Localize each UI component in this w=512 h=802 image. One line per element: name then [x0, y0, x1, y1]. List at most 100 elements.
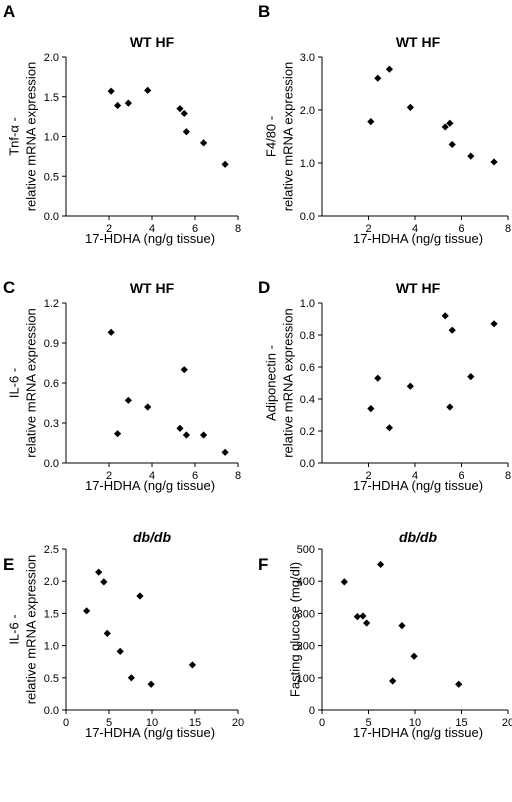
- data-point: [441, 123, 449, 131]
- x-tick-label: 15: [455, 717, 467, 729]
- x-tick-label: 8: [505, 223, 511, 235]
- data-point: [144, 403, 152, 411]
- y-tick-label: 1.0: [300, 298, 315, 310]
- panel-d: D WT HF 0.0 0.2 0.4 0.6 0.8 1.0 2 4 6 8 17-HDHA (ng/…: [258, 278, 511, 493]
- data-point: [136, 592, 144, 600]
- y-axis-label: relative mRNA expression: [23, 308, 38, 458]
- y-axis-label: relative mRNA expression: [280, 308, 295, 458]
- x-tick-label: 5: [106, 717, 112, 729]
- y-tick-label: 500: [297, 544, 315, 556]
- x-tick-label: 5: [365, 717, 371, 729]
- x-tick-label: 2: [106, 470, 112, 482]
- y-axis-label: Adiponectin -: [263, 345, 278, 421]
- data-point: [114, 430, 122, 438]
- data-point: [448, 140, 456, 149]
- data-point: [124, 396, 132, 404]
- data-point: [398, 622, 406, 630]
- x-tick-label: 6: [192, 223, 198, 235]
- data-point: [182, 431, 190, 439]
- data-point: [363, 619, 371, 627]
- data-point: [374, 74, 382, 82]
- y-tick-label: 100: [297, 673, 315, 685]
- data-point: [455, 680, 463, 688]
- x-tick-label: 15: [189, 717, 201, 729]
- y-tick-label: 400: [297, 576, 315, 588]
- data-point: [107, 328, 115, 336]
- data-point: [367, 118, 375, 126]
- x-axis-label: 17-HDHA (ng/g tissue): [353, 231, 483, 246]
- data-point: [100, 578, 108, 586]
- y-axis-label: IL-6 -: [6, 614, 21, 644]
- y-tick-label: 0.0: [44, 458, 59, 470]
- data-point: [221, 160, 229, 168]
- data-point: [410, 652, 418, 660]
- y-tick-label: 0.0: [44, 211, 59, 223]
- x-tick-label: 10: [409, 717, 421, 729]
- data-point: [490, 320, 498, 328]
- y-tick-label: 1.0: [44, 132, 59, 144]
- data-point: [406, 103, 414, 111]
- data-point: [353, 613, 361, 621]
- y-tick-label: 0.5: [44, 171, 59, 183]
- x-tick-label: 8: [235, 223, 241, 235]
- panel-e: Edb/db 0.0 0.5 1.0 1.5 2.0 2.5 0 5 10 15 20 17-HDHA …: [3, 529, 244, 740]
- x-tick-label: 0: [319, 717, 325, 729]
- data-point: [103, 629, 111, 637]
- y-tick-label: 1.0: [300, 158, 315, 170]
- data-point: [467, 152, 475, 160]
- x-axis-label: 17-HDHA (ng/g tissue): [353, 725, 483, 740]
- data-point: [182, 128, 190, 136]
- x-axis-label: 17-HDHA (ng/g tissue): [85, 231, 215, 246]
- data-point: [180, 366, 188, 374]
- data-point: [188, 661, 197, 669]
- data-point: [446, 403, 454, 411]
- panel-letter: A: [3, 2, 15, 21]
- y-tick-label: 0.9: [44, 338, 59, 350]
- panel-title: db/db: [133, 529, 172, 545]
- data-point: [367, 405, 375, 413]
- y-tick-label: 0.5: [44, 673, 59, 685]
- y-tick-label: 2.0: [44, 576, 59, 588]
- panel-title: WT HF: [396, 34, 441, 50]
- y-tick-label: 1.2: [44, 298, 59, 310]
- y-tick-label: 0.4: [300, 394, 315, 406]
- data-point: [176, 424, 184, 432]
- y-tick-label: 0: [309, 705, 315, 717]
- x-tick-label: 4: [149, 470, 155, 482]
- y-tick-label: 0.0: [300, 458, 315, 470]
- panel-letter: C: [3, 278, 15, 297]
- x-tick-label: 20: [232, 717, 244, 729]
- y-tick-label: 2.5: [44, 544, 59, 556]
- y-tick-label: 0.6: [44, 378, 59, 390]
- data-point: [374, 374, 382, 382]
- panel-title: WT HF: [130, 34, 175, 50]
- data-point: [95, 568, 103, 576]
- x-axis-label: 17-HDHA (ng/g tissue): [85, 725, 215, 740]
- x-tick-label: 8: [505, 470, 511, 482]
- data-point: [490, 158, 498, 166]
- panel-b: B WT HF 0.0 1.0 2.0 3.0 2 4 6 8 17-HDHA (ng/g tiss…: [258, 2, 511, 246]
- data-point: [127, 674, 135, 682]
- y-tick-label: 1.0: [44, 641, 59, 653]
- data-point: [200, 139, 208, 147]
- data-point: [124, 99, 132, 107]
- data-point: [200, 431, 208, 439]
- y-tick-label: 0.0: [300, 211, 315, 223]
- data-point: [340, 578, 348, 586]
- data-point: [441, 312, 449, 320]
- y-tick-label: 0.0: [44, 705, 59, 717]
- panel-letter: E: [3, 555, 14, 574]
- y-axis-label: Fasting glucose (mg/dl): [287, 562, 302, 697]
- panel-c: C WT HF 0.0 0.3 0.6 0.9 1.2 2 4 6 8 17-HDHA (ng/g t…: [3, 278, 241, 493]
- x-tick-label: 2: [365, 470, 371, 482]
- panel-title: WT HF: [130, 280, 175, 296]
- y-tick-label: 0.2: [300, 426, 315, 438]
- data-point: [180, 109, 188, 118]
- x-tick-label: 20: [502, 717, 512, 729]
- y-tick-label: 1.5: [44, 608, 59, 620]
- data-point: [107, 87, 115, 95]
- data-point: [376, 560, 385, 569]
- y-axis-label: relative mRNA expression: [23, 62, 38, 212]
- data-point: [448, 326, 456, 334]
- x-tick-label: 2: [106, 223, 112, 235]
